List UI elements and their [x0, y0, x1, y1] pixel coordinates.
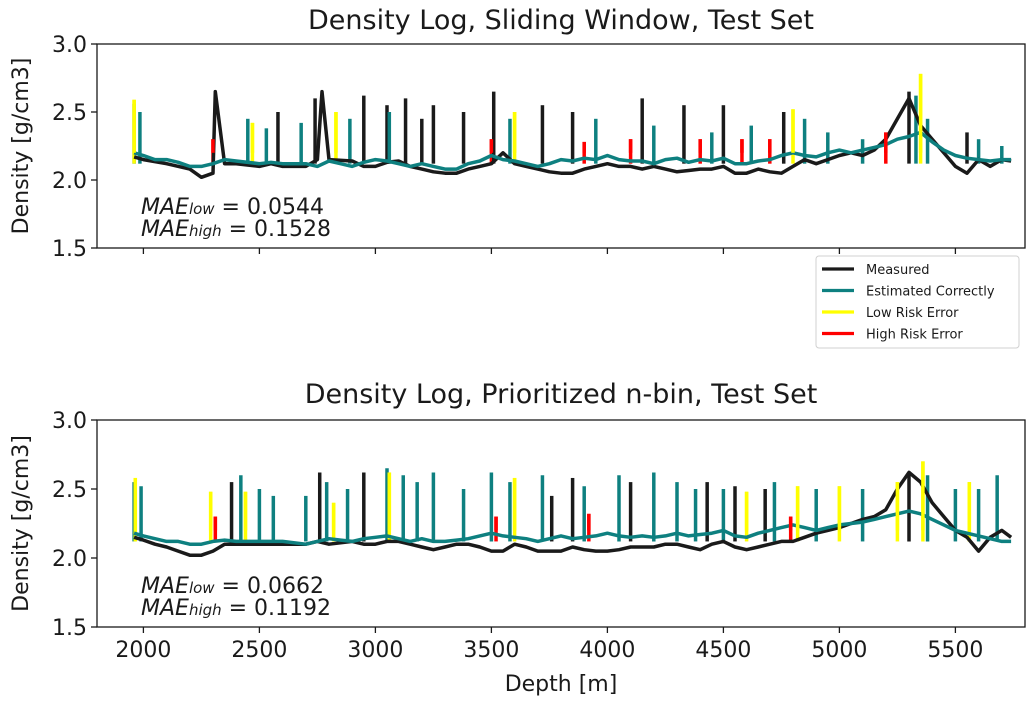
axes-frame [96, 43, 1026, 249]
x-tick-label: 5000 [811, 638, 867, 663]
estimated-series-line [133, 509, 1012, 546]
y-tick-label: 3.0 [52, 33, 87, 58]
plot-area [132, 73, 1012, 180]
estimated-series-line [133, 130, 1012, 171]
x-tick-label: 2500 [231, 638, 287, 663]
x-tick-label: 3500 [463, 638, 519, 663]
y-tick-label: 1.5 [52, 616, 87, 641]
x-tick-label: 3000 [347, 638, 403, 663]
legend-box [815, 255, 1020, 349]
legend-label: High Risk Error [866, 328, 963, 343]
y-tick-label: 2.5 [52, 478, 87, 503]
chart-title: Density Log, Prioritized n-bin, Test Set [305, 379, 818, 410]
x-tick-label: 4500 [695, 638, 751, 663]
measured-series-line [133, 470, 1013, 557]
legend-label: Low Risk Error [866, 306, 959, 321]
mae-annotation: MAElow = 0.0662 [141, 574, 324, 599]
axes-frame [96, 419, 1026, 628]
mae-annotation: MAEhigh = 0.1192 [141, 596, 331, 621]
y-tick-label: 2.5 [52, 101, 87, 126]
y-tick-label: 2.0 [52, 547, 87, 572]
x-tick-label: 5500 [927, 638, 983, 663]
plot-area [132, 461, 1013, 557]
y-tick-label: 1.5 [52, 237, 87, 262]
legend-label: Measured [866, 263, 930, 278]
y-axis-label: Density [g/cm3] [9, 435, 34, 612]
legend: Measured Estimated Correctly Low Risk Erro… [815, 255, 1020, 349]
mae-annotation: MAEhigh = 0.1528 [141, 217, 331, 242]
x-tick-label: 4000 [579, 638, 635, 663]
top-panel: Density Log, Sliding Window, Test Set 1.5… [9, 5, 1026, 262]
x-tick-label: 2000 [115, 638, 171, 663]
y-axis-label: Density [g/cm3] [9, 58, 34, 235]
bottom-panel: Density Log, Prioritized n-bin, Test Set… [9, 379, 1026, 697]
mae-annotation: MAElow = 0.0544 [141, 195, 324, 220]
y-tick-label: 3.0 [52, 409, 87, 434]
legend-label: Estimated Correctly [866, 285, 995, 300]
chart-title: Density Log, Sliding Window, Test Set [308, 5, 814, 36]
y-tick-label: 2.0 [52, 169, 87, 194]
x-axis-label: Depth [m] [505, 672, 618, 697]
